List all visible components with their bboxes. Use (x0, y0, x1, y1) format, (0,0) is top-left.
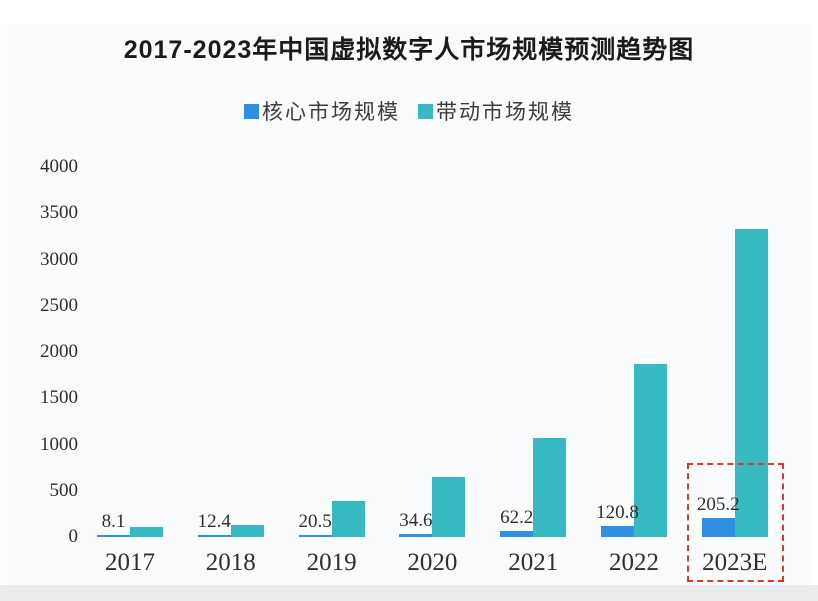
value-label-2020: 34.6 (399, 509, 433, 531)
bottom-band (0, 585, 818, 601)
y-tick-label-3500: 3500 (40, 202, 78, 224)
highlight-box-2023e (687, 463, 784, 582)
y-tick-label-500: 500 (49, 479, 79, 501)
bar-driven-2022 (634, 364, 667, 537)
x-tick-label-2017: 2017 (105, 549, 155, 576)
value-label-2022: 120.8 (596, 501, 639, 523)
value-label-2021: 62.2 (500, 507, 534, 529)
chart-panel (7, 25, 811, 585)
bar-driven-2017 (130, 527, 163, 537)
bar-core-2021 (500, 531, 534, 537)
legend-swatch-core-icon (244, 103, 259, 119)
y-tick-label-1500: 1500 (40, 387, 78, 409)
bar-driven-2023E (734, 228, 768, 537)
x-tick-label-2019: 2019 (306, 549, 357, 576)
value-label-2023E: 205.2 (696, 494, 740, 516)
value-label-2017: 8.1 (101, 511, 126, 532)
legend-item-core: 核心市场规模 (244, 96, 400, 126)
bar-driven-2021 (533, 437, 567, 537)
legend-item-driven: 带动市场规模 (418, 96, 574, 126)
legend-label-core: 核心市场规模 (262, 101, 400, 124)
y-tick-label-1000: 1000 (40, 433, 78, 455)
bar-core-2023E (701, 518, 735, 537)
x-tick-label-2023E: 2023E (702, 549, 768, 576)
y-tick-label-3000: 3000 (40, 248, 78, 270)
y-tick-label-4000: 4000 (40, 156, 78, 177)
chart-title: 2017-2023年中国虚拟数字人市场规模预测趋势图 (123, 36, 695, 64)
y-tick-label-2000: 2000 (40, 341, 78, 362)
x-tick-label-2020: 2020 (407, 549, 458, 576)
x-tick-label-2022: 2022 (609, 549, 659, 576)
y-tick-label-0: 0 (68, 526, 79, 547)
y-tick-label-2500: 2500 (40, 294, 78, 316)
legend-swatch-driven-icon (418, 103, 433, 119)
bar-driven-2020 (432, 476, 466, 537)
bar-driven-2018 (230, 524, 264, 537)
x-tick-label-2018: 2018 (205, 549, 256, 576)
legend: 核心市场规模 带动市场规模 (0, 96, 818, 126)
value-label-2019: 20.5 (298, 511, 332, 532)
x-tick-label-2021: 2021 (508, 549, 559, 576)
legend-label-driven: 带动市场规模 (436, 101, 574, 124)
bar-core-2018 (197, 535, 231, 537)
bar-driven-2019 (331, 500, 365, 537)
bar-core-2022 (601, 525, 634, 537)
value-label-2018: 12.4 (197, 511, 231, 532)
bar-core-2017 (97, 535, 130, 537)
bar-core-2019 (298, 535, 332, 537)
bar-core-2020 (399, 533, 433, 537)
